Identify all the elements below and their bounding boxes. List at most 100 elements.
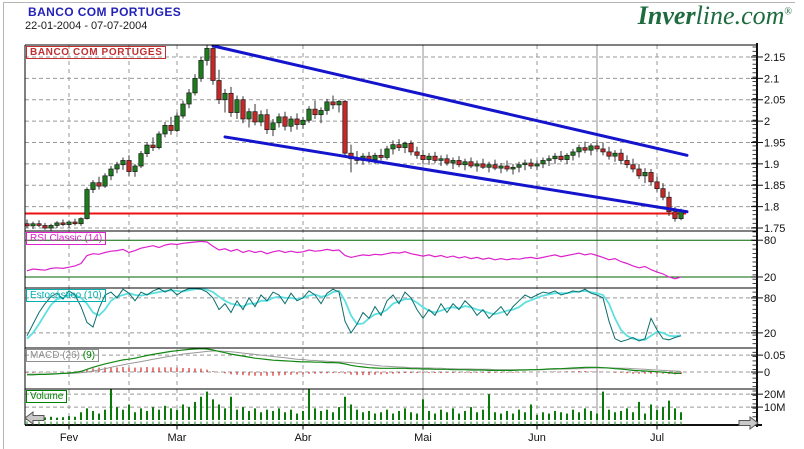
y-axis-label: 1.8 (764, 202, 779, 214)
candle (336, 101, 342, 106)
window-border-left (3, 2, 4, 449)
registered-mark: ® (784, 6, 792, 18)
candle (588, 145, 594, 151)
candle (66, 221, 72, 225)
y-axis-label: 80 (764, 235, 776, 247)
candle (288, 118, 294, 127)
candle (102, 175, 108, 187)
candle (246, 111, 252, 120)
x-axis-month-label: Abr (294, 432, 311, 444)
candle (378, 154, 384, 158)
y-axis-label: 2.05 (764, 95, 785, 107)
candle (300, 119, 306, 125)
candle (576, 147, 582, 153)
y-axis-label: 1.85 (764, 180, 785, 192)
scroll-left-button[interactable] (24, 411, 46, 425)
candle (144, 144, 150, 154)
candle (408, 142, 414, 153)
candle (342, 101, 348, 154)
y-axis-label: 1.9 (764, 159, 779, 171)
scroll-right-button[interactable] (737, 416, 759, 430)
rsi-panel-label: RSI Classic (14) (26, 232, 107, 245)
y-axis-label: 0.05 (764, 350, 785, 362)
candle (642, 172, 648, 177)
x-axis-month-label: Mai (414, 432, 432, 444)
candle (462, 161, 468, 166)
candle (558, 155, 564, 160)
candle (618, 152, 624, 161)
window-border-top (3, 2, 795, 3)
candle (258, 114, 264, 123)
candle (402, 142, 408, 148)
candle (126, 160, 132, 172)
candle (306, 108, 312, 121)
candle (330, 101, 336, 106)
candle (648, 172, 654, 183)
page-title: BANCO COM PORTUGES (28, 5, 182, 19)
candle (630, 164, 636, 170)
candle (612, 152, 618, 157)
stochastic-panel-label: Estocástico (10) (26, 289, 106, 302)
candle (60, 222, 66, 225)
candle (72, 221, 78, 225)
candle (120, 160, 126, 166)
candle (372, 154, 378, 160)
macd-label-main: MACD (26) (30, 350, 81, 361)
y-axis-label: 20 (764, 328, 776, 340)
candle (444, 158, 450, 164)
candle (54, 222, 60, 226)
candle (660, 188, 666, 198)
candle (432, 155, 438, 161)
x-axis-month-label: Mar (168, 432, 187, 444)
candle (414, 151, 420, 156)
candle (666, 196, 672, 213)
candle (210, 48, 216, 81)
candle (180, 103, 186, 117)
candle (522, 162, 528, 166)
candle (510, 166, 516, 170)
candle (156, 133, 162, 148)
candle (252, 111, 258, 123)
stochastic-k-line (26, 287, 682, 343)
rsi-line (26, 240, 682, 280)
candle (528, 162, 534, 167)
x-axis-month-label: Jul (650, 432, 664, 444)
macd-label-signal: (9) (82, 350, 96, 361)
y-axis-label: 20M (764, 389, 785, 401)
candle (420, 154, 426, 160)
macd-signal-line (27, 350, 682, 375)
date-range: 22-01-2004 - 07-07-2004 (25, 20, 148, 32)
candle (30, 223, 36, 227)
candle (42, 225, 48, 229)
candle (132, 165, 138, 172)
candle (582, 147, 588, 151)
candle (216, 80, 222, 101)
volume-panel-label: Volume (26, 390, 68, 403)
left-arrow-icon (24, 411, 45, 425)
candle (672, 211, 678, 219)
candle (564, 154, 570, 160)
candle (114, 164, 120, 170)
y-axis-label: 2 (764, 116, 770, 128)
candle (186, 92, 192, 105)
candle (498, 165, 504, 169)
candle (474, 163, 480, 167)
y-axis-label: 2.15 (764, 52, 785, 64)
y-axis-label: 20 (764, 272, 776, 284)
candle (426, 155, 432, 160)
candle (84, 189, 90, 219)
candle (222, 92, 228, 101)
candle (138, 153, 144, 167)
candle (36, 223, 42, 226)
candle (606, 151, 612, 157)
candle (162, 125, 168, 135)
candle (276, 116, 282, 124)
macd-line (27, 348, 681, 376)
y-axis-label: 1.95 (764, 137, 785, 149)
candle (168, 125, 174, 131)
macd-panel-label: MACD (26) (9) (26, 349, 100, 362)
channel_lower-line (223, 135, 689, 214)
candle (150, 144, 156, 148)
candle (636, 168, 642, 177)
